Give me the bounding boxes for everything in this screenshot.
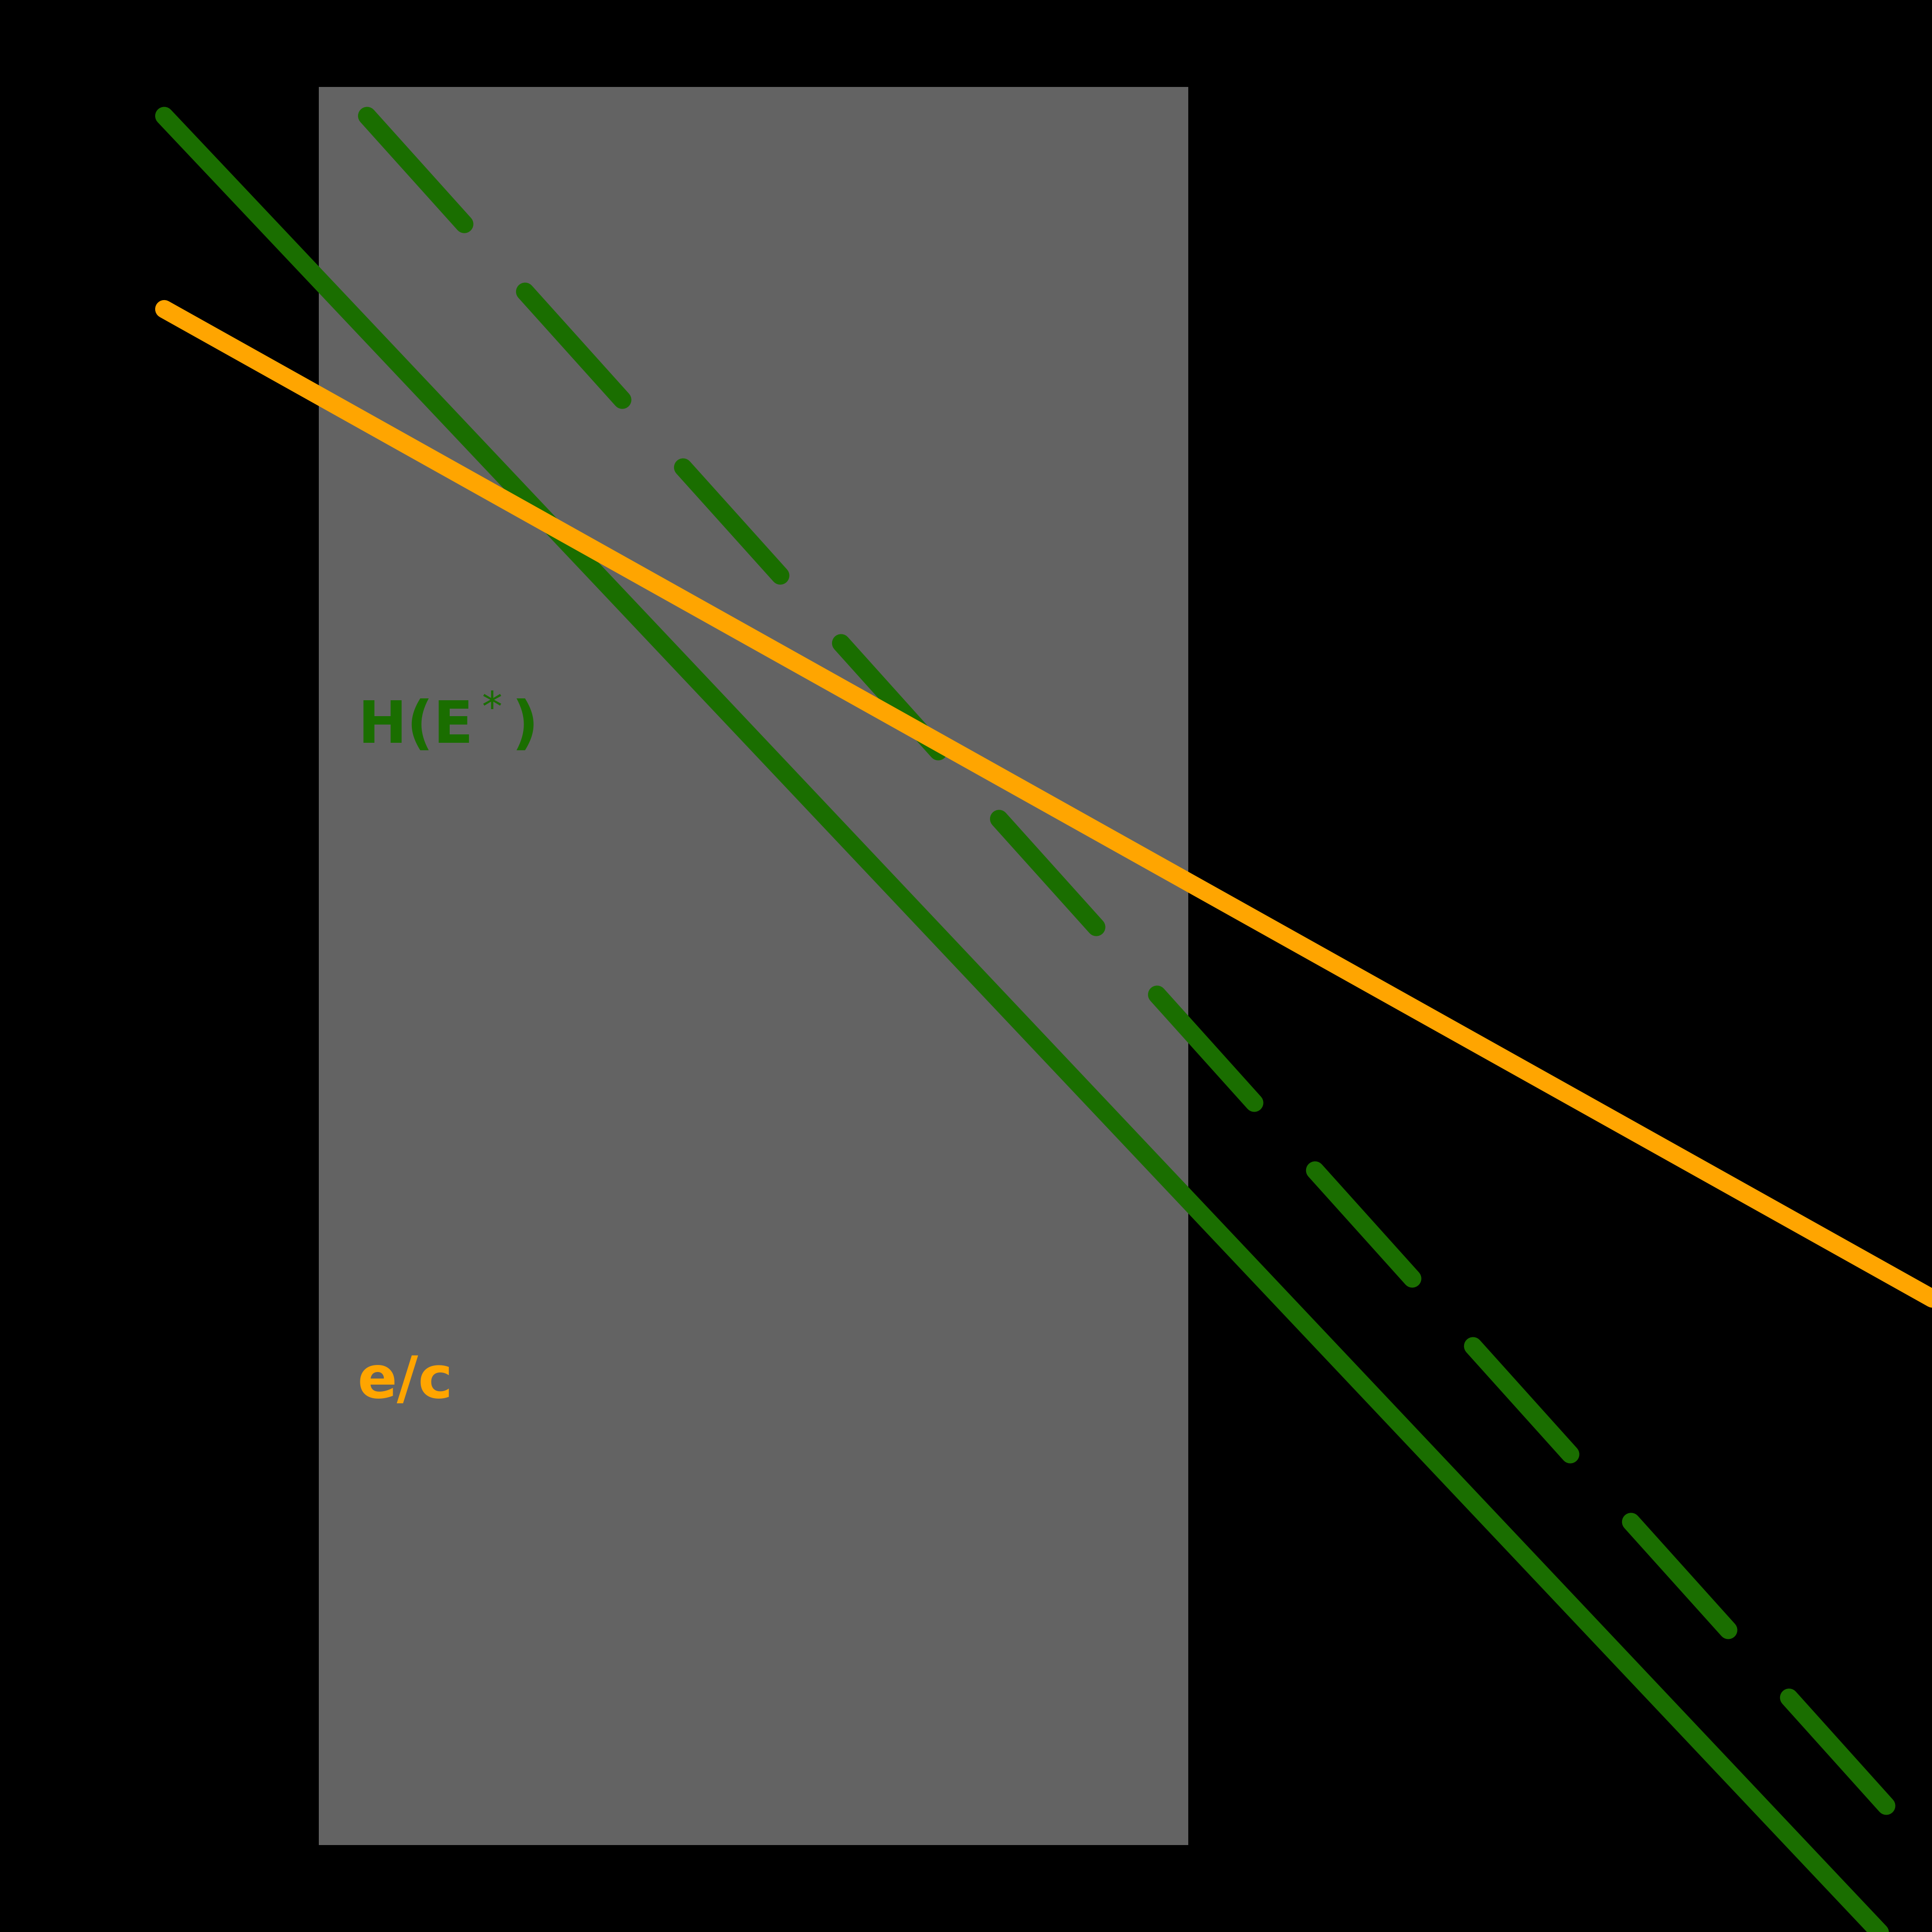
Text: e/c: e/c <box>357 1352 452 1410</box>
Bar <box>319 87 1188 1845</box>
Text: H(E$^*$): H(E$^*$) <box>357 694 533 755</box>
